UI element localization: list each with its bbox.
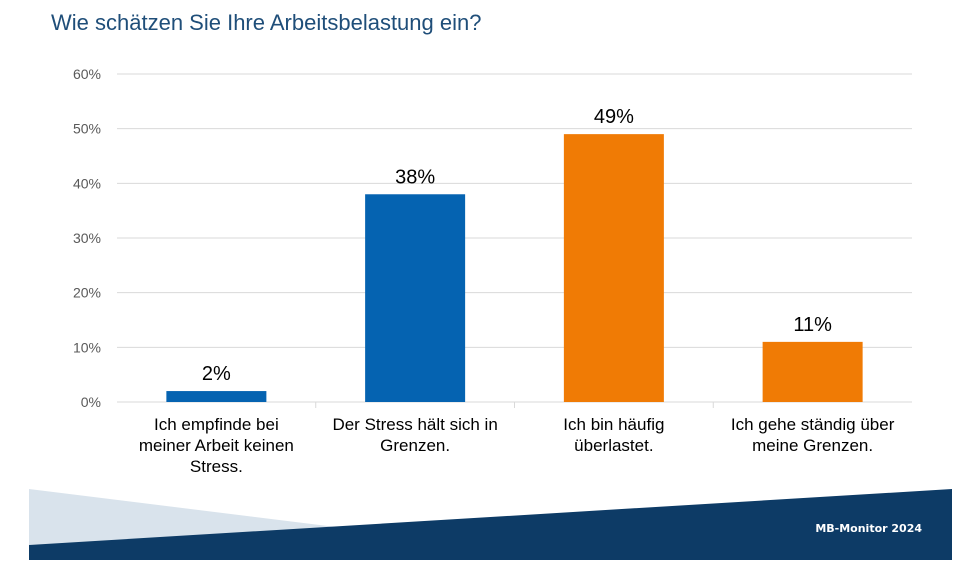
- x-category-label: Ich bin häufig überlastet.: [563, 415, 664, 455]
- x-category-label-line: Der Stress hält sich in: [332, 415, 497, 434]
- bar-value-label: 38%: [395, 166, 435, 188]
- y-tick-label: 50%: [73, 121, 101, 137]
- y-tick-label: 10%: [73, 339, 101, 355]
- footer-band-dark: [29, 489, 952, 560]
- bar-value-label: 11%: [793, 314, 832, 336]
- y-tick-label: 0%: [81, 394, 101, 410]
- bar: [563, 134, 664, 402]
- x-category-label-line: überlastet.: [574, 436, 653, 455]
- chart-title: Wie schätzen Sie Ihre Arbeitsbelastung e…: [51, 10, 482, 35]
- x-category-label-line: Ich gehe ständig über: [731, 415, 895, 434]
- bar: [166, 391, 267, 402]
- x-category-label: Ich empfinde bei meiner Arbeit keinen Stre…: [139, 415, 294, 476]
- x-axis-category-labels: Ich empfinde bei meiner Arbeit keinen Stre…: [139, 415, 895, 476]
- bar: [762, 341, 863, 402]
- bar-value-label: 2%: [202, 363, 231, 385]
- x-category-label-line: Grenzen.: [380, 436, 450, 455]
- x-category-label-line: Ich bin häufig: [563, 415, 664, 434]
- x-category-label-line: Ich empfinde bei: [154, 415, 279, 434]
- bar: [365, 194, 466, 402]
- value-labels: 2% 38% 49% 11%: [202, 106, 832, 385]
- footer-source-label: MB-Monitor 2024: [815, 522, 922, 535]
- y-tick-label: 40%: [73, 175, 101, 191]
- x-category-label-line: meine Grenzen.: [752, 436, 873, 455]
- y-tick-label: 20%: [73, 285, 101, 301]
- y-axis-tick-labels: 0% 10% 20% 30% 40% 50% 60%: [73, 66, 101, 410]
- bar-chart: 0% 10% 20% 30% 40% 50% 60% 2% 38% 49% 11% Ich emp…: [73, 66, 912, 476]
- x-category-label-line: meiner Arbeit keinen: [139, 436, 294, 455]
- x-category-label-line: Stress.: [190, 457, 243, 476]
- bars: [166, 134, 863, 402]
- x-category-label: Ich gehe ständig über meine Grenzen.: [731, 415, 895, 455]
- x-category-label: Der Stress hält sich in Grenzen.: [332, 415, 497, 455]
- y-tick-label: 30%: [73, 230, 101, 246]
- bar-value-label: 49%: [594, 106, 634, 128]
- y-tick-label: 60%: [73, 66, 101, 82]
